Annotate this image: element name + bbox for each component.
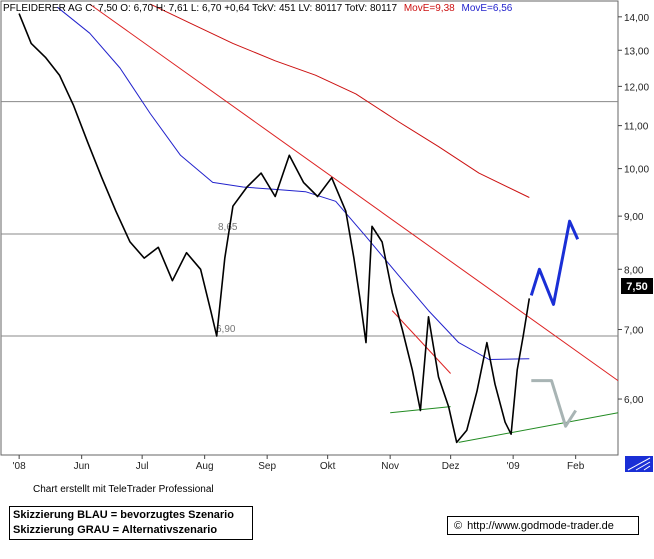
last-price-badge — [621, 278, 653, 294]
trendline-down-red — [89, 3, 619, 382]
scenario-legend: Skizzierung BLAU = bevorzugtes Szenario … — [9, 506, 253, 540]
price-chart: 8,656,90 '08 Jun Jul Aug Sep Okt Nov Dez '09 Feb … — [0, 0, 653, 472]
x-tick-label: '08 — [13, 461, 26, 472]
y-tick-label: 6,00 — [624, 395, 644, 406]
scroll-corner-icon — [627, 457, 651, 471]
legend-blue-scenario: Skizzierung BLAU = bevorzugtes Szenario — [13, 509, 234, 521]
y-tick-label: 14,00 — [624, 13, 649, 24]
x-tick-label: Okt — [320, 461, 336, 472]
source-url-box[interactable]: © http://www.godmode-trader.de — [447, 516, 639, 535]
price-line — [18, 13, 531, 444]
y-tick-label: 11,00 — [624, 122, 649, 133]
y-tick-label: 10,00 — [624, 165, 649, 176]
header-move-blue: MovE=6,56 — [461, 3, 512, 14]
ma-fast-blue-line — [57, 6, 530, 360]
last-price-label: 7,50 — [626, 281, 647, 293]
x-tick-label: Jul — [136, 461, 149, 472]
x-tick-label: Nov — [381, 461, 399, 472]
scenario-blue-path — [529, 219, 580, 306]
scenario-grey-path — [531, 379, 577, 428]
trendline-up-green-2 — [458, 412, 619, 443]
ma-slow-red-line — [149, 3, 530, 198]
x-tick-label: Feb — [567, 461, 585, 472]
x-tick-label: Jun — [74, 461, 90, 472]
y-tick-label: 8,00 — [624, 265, 644, 276]
level-label-1: 8,65 — [218, 222, 238, 233]
header-quote: PFLEIDERER AG C: 7,50 O: 6,70 H: 7,61 L:… — [3, 3, 397, 14]
y-tick-label: 13,00 — [624, 46, 649, 57]
source-url[interactable]: http://www.godmode-trader.de — [467, 520, 614, 532]
x-tick-label: Aug — [196, 461, 214, 472]
plot-frame — [0, 0, 619, 456]
legend-grey-scenario: Skizzierung GRAU = Alternativszenario — [13, 524, 218, 536]
header-move-red: MovE=9,38 — [404, 3, 455, 14]
chart-header: PFLEIDERER AG C: 7,50 O: 6,70 H: 7,61 L:… — [3, 3, 513, 14]
level-label-2: 6,90 — [216, 324, 236, 335]
y-tick-label: 12,00 — [624, 82, 649, 93]
trendline-short-red — [391, 310, 451, 374]
y-tick-label: 9,00 — [624, 212, 644, 223]
chart-credit: Chart erstellt mit TeleTrader Profession… — [33, 484, 214, 495]
y-tick-label: 7,00 — [624, 326, 644, 337]
copyright-icon: © — [454, 520, 463, 532]
x-tick-label: '09 — [507, 461, 520, 472]
x-tick-label: Sep — [258, 461, 276, 472]
x-tick-label: Dez — [442, 461, 460, 472]
